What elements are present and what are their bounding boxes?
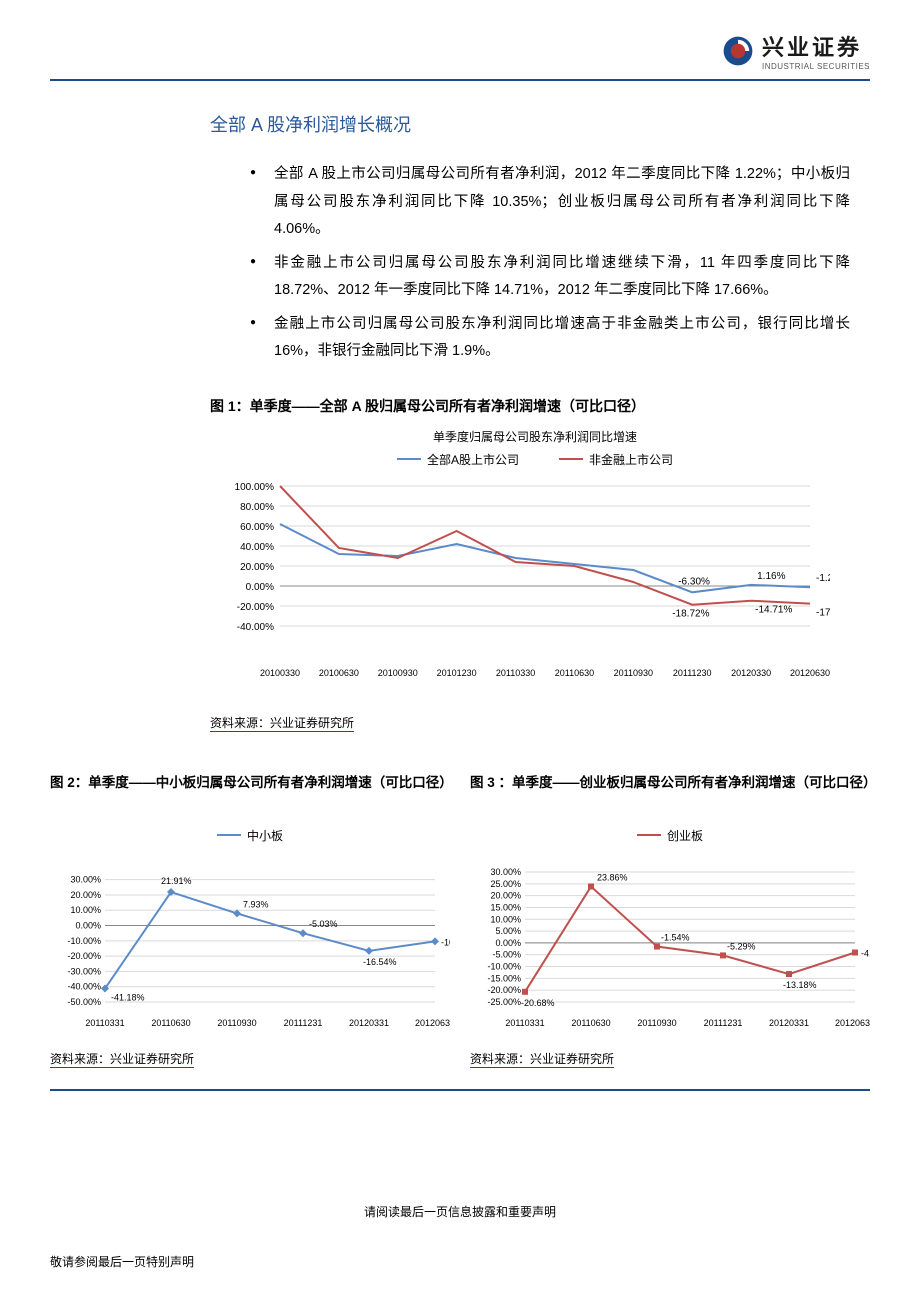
svg-text:20.00%: 20.00% <box>240 562 274 573</box>
legend-label: 全部A股上市公司 <box>427 451 519 468</box>
svg-text:20.00%: 20.00% <box>70 890 101 900</box>
svg-text:20100930: 20100930 <box>378 668 418 678</box>
svg-text:-40.00%: -40.00% <box>237 622 274 633</box>
svg-text:-50.00%: -50.00% <box>67 997 101 1007</box>
svg-text:100.00%: 100.00% <box>235 482 275 493</box>
svg-text:-10.00%: -10.00% <box>487 961 521 971</box>
fig1-source: 资料来源：兴业证券研究所 <box>210 714 860 733</box>
svg-text:20120630: 20120630 <box>415 1018 450 1028</box>
section-title: 全部 A 股净利润增长概况 <box>210 111 870 137</box>
svg-text:-18.72%: -18.72% <box>672 609 709 620</box>
svg-text:-40.00%: -40.00% <box>67 982 101 992</box>
svg-text:-5.29%: -5.29% <box>727 941 756 951</box>
svg-text:-6.30%: -6.30% <box>678 576 710 587</box>
svg-text:20110331: 20110331 <box>505 1018 544 1028</box>
brand-name-cn: 兴业证券 <box>762 30 870 62</box>
fig1-chart: -40.00% -20.00% 0.00% 20.00% 40.00% 60.00% 80.… <box>210 476 830 706</box>
svg-text:20110930: 20110930 <box>637 1018 676 1028</box>
bullet-item: 金融上市公司归属母公司股东净利润同比增速高于非金融类上市公司，银行同比增长 16… <box>250 311 850 366</box>
logo-icon <box>722 35 754 67</box>
brand-name-en: INDUSTRIAL SECURITIES <box>762 62 870 71</box>
svg-text:-20.68%: -20.68% <box>521 998 555 1008</box>
svg-text:20110331: 20110331 <box>85 1018 124 1028</box>
svg-text:0.00%: 0.00% <box>495 938 521 948</box>
svg-text:-30.00%: -30.00% <box>67 966 101 976</box>
bullet-item: 非金融上市公司归属母公司股东净利润同比增速继续下滑，11 年四季度同比下降 18… <box>250 250 850 305</box>
fig3-title: 图 3 ：单季度——创业板归属母公司所有者净利润增速（可比口径） <box>470 773 870 815</box>
svg-text:20110630: 20110630 <box>571 1018 610 1028</box>
svg-text:20120331: 20120331 <box>349 1018 389 1028</box>
legend-label: 非金融上市公司 <box>589 451 673 468</box>
legend-label: 中小板 <box>247 827 283 844</box>
svg-text:-1.54%: -1.54% <box>661 932 690 942</box>
svg-text:15.00%: 15.00% <box>490 902 521 912</box>
svg-text:40.00%: 40.00% <box>240 542 274 553</box>
svg-text:-20.00%: -20.00% <box>67 951 101 961</box>
footer-divider <box>50 1089 870 1091</box>
svg-text:-4.06%: -4.06% <box>861 948 870 958</box>
svg-text:-13.18%: -13.18% <box>783 980 817 990</box>
fig2-chart: -50.00% -40.00% -30.00% -20.00% -10.00% 0.00%… <box>50 852 450 1042</box>
svg-text:-25.00%: -25.00% <box>487 997 521 1007</box>
fig1-chart-title: 单季度归属母公司股东净利润同比增速 <box>210 428 860 445</box>
svg-text:60.00%: 60.00% <box>240 522 274 533</box>
svg-text:21.91%: 21.91% <box>161 876 192 886</box>
brand-logo: 兴业证券 INDUSTRIAL SECURITIES <box>722 30 870 71</box>
svg-text:20120331: 20120331 <box>769 1018 809 1028</box>
svg-text:20100330: 20100330 <box>260 668 300 678</box>
svg-text:1.16%: 1.16% <box>757 571 785 582</box>
svg-text:5.00%: 5.00% <box>495 926 521 936</box>
svg-text:23.86%: 23.86% <box>597 872 628 882</box>
svg-text:30.00%: 30.00% <box>70 874 101 884</box>
svg-text:20110330: 20110330 <box>496 668 535 678</box>
svg-text:-1.22%: -1.22% <box>816 573 830 584</box>
svg-text:-20.00%: -20.00% <box>487 985 521 995</box>
svg-text:25.00%: 25.00% <box>490 879 521 889</box>
svg-text:20120330: 20120330 <box>731 668 771 678</box>
fig3-source: 资料来源：兴业证券研究所 <box>470 1050 870 1069</box>
svg-text:20110930: 20110930 <box>217 1018 256 1028</box>
svg-text:20110930: 20110930 <box>614 668 653 678</box>
fig2-title: 图 2：单季度——中小板归属母公司所有者净利润增速（可比口径） <box>50 773 450 815</box>
svg-text:20111231: 20111231 <box>284 1018 323 1028</box>
svg-text:-20.00%: -20.00% <box>237 602 274 613</box>
svg-text:20120630: 20120630 <box>835 1018 870 1028</box>
svg-text:-10.35%: -10.35% <box>441 937 450 947</box>
svg-text:-5.03%: -5.03% <box>309 919 338 929</box>
svg-text:20101230: 20101230 <box>437 668 477 678</box>
bullet-list: 全部 A 股上市公司归属母公司所有者净利润，2012 年二季度同比下降 1.22… <box>250 161 850 366</box>
fig2-legend: 中小板 <box>50 827 450 844</box>
disclaimer: 敬请参阅最后一页特别声明 <box>50 1253 194 1270</box>
svg-text:7.93%: 7.93% <box>243 899 269 909</box>
svg-text:-17.66%: -17.66% <box>816 607 830 618</box>
svg-text:-5.00%: -5.00% <box>492 950 521 960</box>
fig3-chart: -25.00% -20.00% -15.00% -10.00%-5.00% 0.00% 5… <box>470 852 870 1042</box>
svg-text:20110630: 20110630 <box>555 668 594 678</box>
bullet-item: 全部 A 股上市公司归属母公司所有者净利润，2012 年二季度同比下降 1.22… <box>250 161 850 244</box>
fig1-title: 图 1：单季度——全部 A 股归属母公司所有者净利润增速（可比口径） <box>210 396 860 416</box>
svg-text:-16.54%: -16.54% <box>363 957 397 967</box>
svg-text:0.00%: 0.00% <box>75 920 101 930</box>
svg-text:0.00%: 0.00% <box>246 582 274 593</box>
svg-text:-15.00%: -15.00% <box>487 973 521 983</box>
svg-text:-41.18%: -41.18% <box>111 992 145 1002</box>
svg-text:10.00%: 10.00% <box>490 914 521 924</box>
svg-text:80.00%: 80.00% <box>240 502 274 513</box>
svg-text:20100630: 20100630 <box>319 668 359 678</box>
svg-text:10.00%: 10.00% <box>70 905 101 915</box>
svg-text:20111231: 20111231 <box>704 1018 743 1028</box>
fig2-source: 资料来源：兴业证券研究所 <box>50 1050 450 1069</box>
footer-note: 请阅读最后一页信息披露和重要声明 <box>0 1203 920 1220</box>
svg-text:-10.00%: -10.00% <box>67 936 101 946</box>
svg-text:-14.71%: -14.71% <box>755 605 792 616</box>
svg-text:20.00%: 20.00% <box>490 890 521 900</box>
fig3-legend: 创业板 <box>470 827 870 844</box>
svg-text:20120630: 20120630 <box>790 668 830 678</box>
svg-text:20111230: 20111230 <box>673 668 712 678</box>
page-header: 兴业证券 INDUSTRIAL SECURITIES <box>50 30 870 81</box>
svg-text:30.00%: 30.00% <box>490 867 521 877</box>
svg-text:20110630: 20110630 <box>151 1018 190 1028</box>
fig1-legend: 全部A股上市公司 非金融上市公司 <box>210 451 860 468</box>
legend-label: 创业板 <box>667 827 703 844</box>
